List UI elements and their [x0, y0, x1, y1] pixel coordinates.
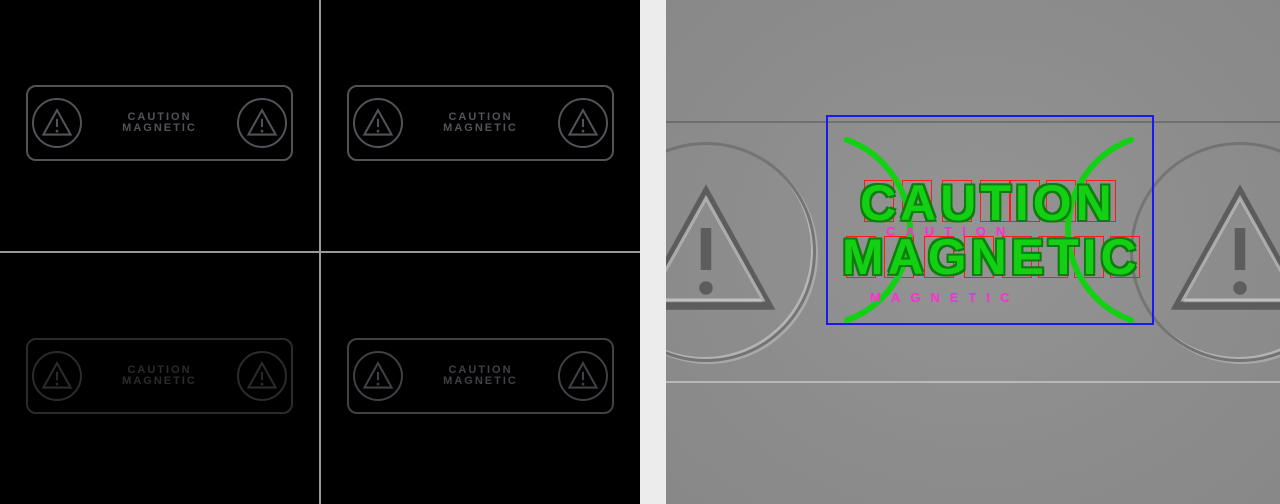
panel-divider — [640, 0, 666, 504]
processed-view: CAUTION MAGNETIC CAUTION MAGNETIC — [666, 0, 1280, 504]
ring-icon — [666, 142, 816, 362]
plate-line2: MAGNETIC — [82, 376, 238, 387]
plate-text: CAUTION MAGNETIC — [403, 365, 559, 387]
overlay-magenta-line1: CAUTION — [886, 224, 1015, 239]
app-root: CAUTION MAGNETIC CAUTION MAGNETIC — [0, 0, 1280, 504]
overlay-text-line2: MAGNETIC — [842, 232, 1141, 282]
plate-outline: CAUTION MAGNETIC — [347, 338, 615, 413]
warning-icon — [558, 351, 608, 401]
plate-outline: CAUTION MAGNETIC — [26, 338, 294, 413]
warning-icon — [32, 98, 82, 148]
warning-icon — [32, 351, 82, 401]
overlay-magenta-line2: MAGNETIC — [870, 290, 1019, 305]
plate-line2: MAGNETIC — [82, 123, 238, 134]
plate-text: CAUTION MAGNETIC — [82, 112, 238, 134]
plate-outline: CAUTION MAGNETIC — [26, 85, 294, 160]
plate-outline: CAUTION MAGNETIC — [347, 85, 615, 160]
plate-text: CAUTION MAGNETIC — [82, 365, 238, 387]
warning-icon — [558, 98, 608, 148]
warning-icon — [237, 98, 287, 148]
overlay-text-line1: CAUTION — [860, 178, 1116, 228]
plate-line2: MAGNETIC — [403, 123, 559, 134]
quad-top-right: CAUTION MAGNETIC — [321, 0, 640, 251]
warning-icon — [353, 98, 403, 148]
warning-icon — [353, 351, 403, 401]
big-warning-left — [666, 142, 816, 362]
plate-line2: MAGNETIC — [403, 376, 559, 387]
warning-icon — [237, 351, 287, 401]
quad-top-left: CAUTION MAGNETIC — [0, 0, 319, 251]
plate-text: CAUTION MAGNETIC — [403, 112, 559, 134]
quad-bottom-right: CAUTION MAGNETIC — [321, 253, 640, 504]
quad-bottom-left: CAUTION MAGNETIC — [0, 253, 319, 504]
quad-grid: CAUTION MAGNETIC CAUTION MAGNETIC — [0, 0, 640, 504]
